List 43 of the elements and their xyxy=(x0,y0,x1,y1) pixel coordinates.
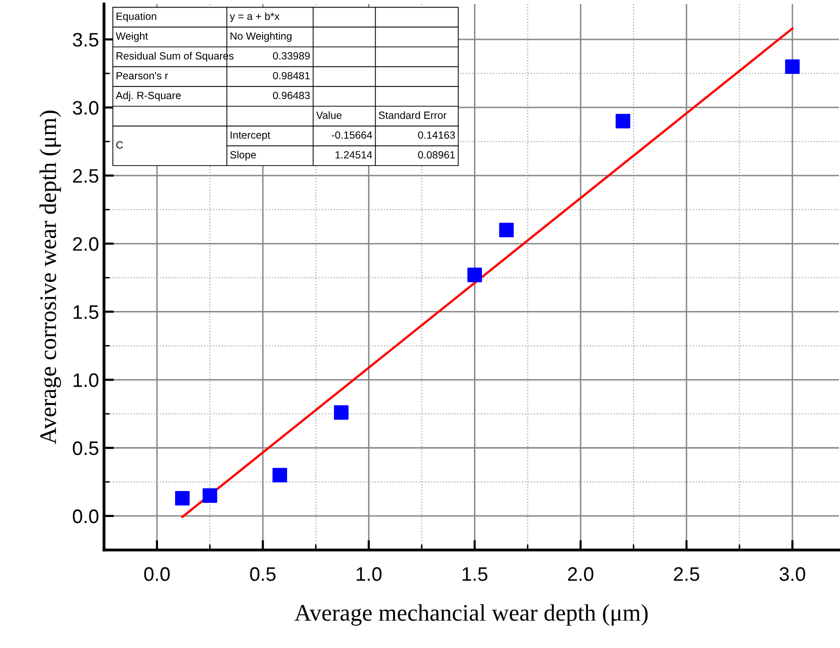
annotation: -0.15664 xyxy=(332,131,372,139)
y-tick-label: 2.0 xyxy=(73,237,98,251)
x-tick-label: 1.5 xyxy=(462,567,488,581)
annotation: Value xyxy=(316,111,342,119)
annotation: Intercept xyxy=(230,131,270,141)
point xyxy=(202,488,218,503)
point xyxy=(785,59,800,74)
x-tick-label: 2.0 xyxy=(568,567,594,581)
annotation: 0.96483 xyxy=(273,92,310,100)
annotation: Equation xyxy=(116,12,156,22)
annotation: 0.98481 xyxy=(273,72,310,80)
y-tick-label: 3.0 xyxy=(72,100,98,115)
point xyxy=(499,222,514,238)
annotation: 0.14163 xyxy=(418,131,455,139)
x-tick-label: 1.0 xyxy=(356,567,382,581)
y-tick-label: 2.5 xyxy=(73,169,98,183)
point xyxy=(467,268,482,282)
annotation: 0.33989 xyxy=(273,52,310,60)
y-tick-label: 0.5 xyxy=(72,441,98,456)
y-tick-label: 1.0 xyxy=(74,373,98,388)
y-axis-title: Average corrosive wear depth (μm) xyxy=(40,110,61,444)
x-axis-title: Average mechancial wear depth (μm) xyxy=(294,604,648,626)
annotation: Slope xyxy=(230,150,256,161)
annotation: 0.08961 xyxy=(418,151,455,159)
x-tick-label: 3.0 xyxy=(780,567,806,581)
x-tick-label: 2.5 xyxy=(674,567,700,581)
annotation: 1.24514 xyxy=(336,151,372,159)
y-tick-label: 3.5 xyxy=(72,32,98,47)
y-tick-label: 0.0 xyxy=(72,509,98,524)
x-tick-label: 0.0 xyxy=(144,567,170,581)
annotation: Adj. R-Square xyxy=(116,91,181,102)
point xyxy=(175,490,190,506)
annotation: Weight xyxy=(116,32,148,42)
annotation: y = a + b*x xyxy=(230,12,280,22)
annotation: No Weighting xyxy=(230,32,292,42)
point xyxy=(616,114,630,128)
point xyxy=(334,405,349,420)
y-tick-label: 1.5 xyxy=(74,305,98,319)
point xyxy=(272,468,288,482)
annotation: C xyxy=(116,141,123,149)
annotation: Standard Error xyxy=(378,111,446,119)
x-tick-label: 0.5 xyxy=(250,567,276,581)
annotation: Pearson's r xyxy=(116,72,168,80)
